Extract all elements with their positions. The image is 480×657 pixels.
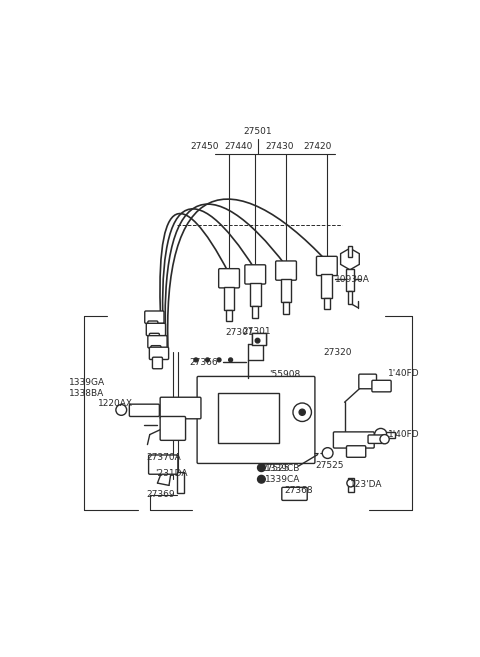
Circle shape xyxy=(194,358,198,362)
FancyBboxPatch shape xyxy=(368,435,384,443)
FancyBboxPatch shape xyxy=(146,323,166,336)
Bar xyxy=(226,310,232,321)
Circle shape xyxy=(116,405,127,415)
FancyBboxPatch shape xyxy=(359,374,376,389)
FancyBboxPatch shape xyxy=(160,417,186,440)
FancyBboxPatch shape xyxy=(219,269,240,288)
Text: 27525: 27525 xyxy=(262,464,290,473)
Circle shape xyxy=(380,434,389,444)
Bar xyxy=(250,283,261,306)
Text: 1339CA: 1339CA xyxy=(265,475,300,484)
FancyBboxPatch shape xyxy=(149,333,159,345)
Bar xyxy=(252,306,258,317)
Circle shape xyxy=(258,476,265,483)
Text: 27370A: 27370A xyxy=(146,453,180,462)
Bar xyxy=(224,286,234,310)
Bar xyxy=(281,279,291,302)
Text: 27366: 27366 xyxy=(189,357,217,367)
Bar xyxy=(348,290,352,304)
Text: 1339GA: 1339GA xyxy=(69,378,105,388)
Text: 1339CB: 1339CB xyxy=(265,464,300,473)
Text: 1338BA: 1338BA xyxy=(69,388,104,397)
FancyBboxPatch shape xyxy=(149,455,178,474)
Bar xyxy=(252,333,266,346)
FancyBboxPatch shape xyxy=(282,487,307,501)
Text: 27450: 27450 xyxy=(191,142,219,151)
Text: 27501: 27501 xyxy=(243,127,272,136)
Text: 27320: 27320 xyxy=(323,348,351,357)
Bar xyxy=(348,246,352,257)
Circle shape xyxy=(228,358,232,362)
Text: '231DA: '231DA xyxy=(155,469,188,478)
Text: 1'40FD: 1'40FD xyxy=(388,369,420,378)
FancyBboxPatch shape xyxy=(276,261,297,280)
Circle shape xyxy=(322,447,333,459)
Text: 10930A: 10930A xyxy=(336,275,370,284)
Text: 27301: 27301 xyxy=(242,327,271,336)
Text: 1220AX: 1220AX xyxy=(98,399,133,408)
Circle shape xyxy=(374,428,387,441)
Text: 27525: 27525 xyxy=(315,461,344,470)
FancyBboxPatch shape xyxy=(149,347,168,359)
FancyBboxPatch shape xyxy=(129,404,159,417)
Text: 27430: 27430 xyxy=(265,142,294,151)
Text: 27368: 27368 xyxy=(285,486,313,495)
Bar xyxy=(322,275,332,298)
Text: 27440: 27440 xyxy=(225,142,253,151)
FancyBboxPatch shape xyxy=(245,265,265,284)
Circle shape xyxy=(205,358,209,362)
Text: '55908: '55908 xyxy=(269,370,300,379)
FancyBboxPatch shape xyxy=(160,397,201,419)
Bar xyxy=(217,393,279,443)
Text: 27301: 27301 xyxy=(226,328,254,338)
FancyBboxPatch shape xyxy=(197,376,315,463)
Bar xyxy=(324,298,330,309)
Bar xyxy=(283,302,289,313)
FancyBboxPatch shape xyxy=(148,336,167,348)
Bar xyxy=(177,472,184,493)
Text: 123'DA: 123'DA xyxy=(350,480,383,489)
Bar xyxy=(348,478,354,491)
FancyBboxPatch shape xyxy=(316,256,337,275)
Circle shape xyxy=(293,403,312,422)
Text: 1'40FD: 1'40FD xyxy=(388,430,420,439)
FancyBboxPatch shape xyxy=(372,380,391,392)
Circle shape xyxy=(299,409,305,415)
FancyBboxPatch shape xyxy=(145,311,164,323)
Text: 27420: 27420 xyxy=(304,142,332,151)
Circle shape xyxy=(258,464,265,472)
FancyBboxPatch shape xyxy=(347,445,366,457)
Circle shape xyxy=(255,338,260,343)
Text: 27369: 27369 xyxy=(146,490,175,499)
Bar xyxy=(386,432,396,438)
FancyBboxPatch shape xyxy=(151,346,161,357)
Circle shape xyxy=(347,479,355,487)
Bar xyxy=(346,269,354,290)
FancyBboxPatch shape xyxy=(334,432,374,448)
FancyBboxPatch shape xyxy=(153,357,162,369)
FancyBboxPatch shape xyxy=(148,321,158,332)
Circle shape xyxy=(217,358,221,362)
